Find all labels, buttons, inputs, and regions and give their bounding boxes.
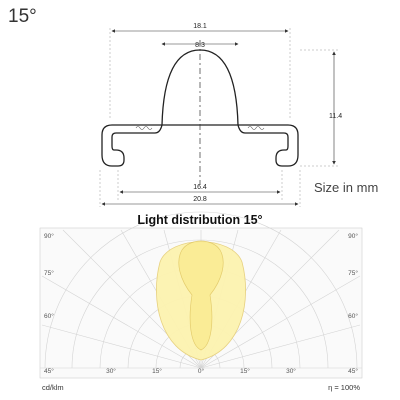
angle-label-bottom-0: 0° bbox=[198, 367, 205, 375]
beam-angle-title: 15° bbox=[8, 6, 37, 27]
angle-label-left-75: 75° bbox=[44, 269, 54, 277]
angle-label-left-45: 45° bbox=[44, 367, 54, 375]
angle-label-bottom-30-right: 30° bbox=[286, 367, 296, 375]
angle-label-left-60: 60° bbox=[44, 312, 54, 320]
dim-height: 11.4 bbox=[329, 113, 342, 120]
angle-label-bottom-15-right: 15° bbox=[240, 367, 250, 375]
efficiency-label: η = 100% bbox=[328, 383, 360, 392]
angle-label-right-90: 90° bbox=[348, 232, 358, 240]
dim-inner-base: 16.4 bbox=[193, 184, 207, 191]
unit-label: cd/klm bbox=[42, 383, 64, 392]
dim-top-width: 8.3 bbox=[195, 42, 205, 49]
angle-label-right-60: 60° bbox=[348, 312, 358, 320]
angle-label-right-45: 45° bbox=[348, 367, 358, 375]
dim-overall-width: 18.1 bbox=[193, 23, 207, 30]
angle-label-right-75: 75° bbox=[348, 269, 358, 277]
light-distribution-title: Light distribution 15° bbox=[137, 213, 263, 227]
angle-label-bottom-30-left: 30° bbox=[106, 367, 116, 375]
beam-curve bbox=[156, 240, 246, 361]
angle-label-bottom-15-left: 15° bbox=[152, 367, 162, 375]
angle-label-left-90: 90° bbox=[44, 232, 54, 240]
dim-outer-base: 20.8 bbox=[193, 196, 207, 203]
size-unit-note: Size in mm bbox=[314, 180, 379, 195]
